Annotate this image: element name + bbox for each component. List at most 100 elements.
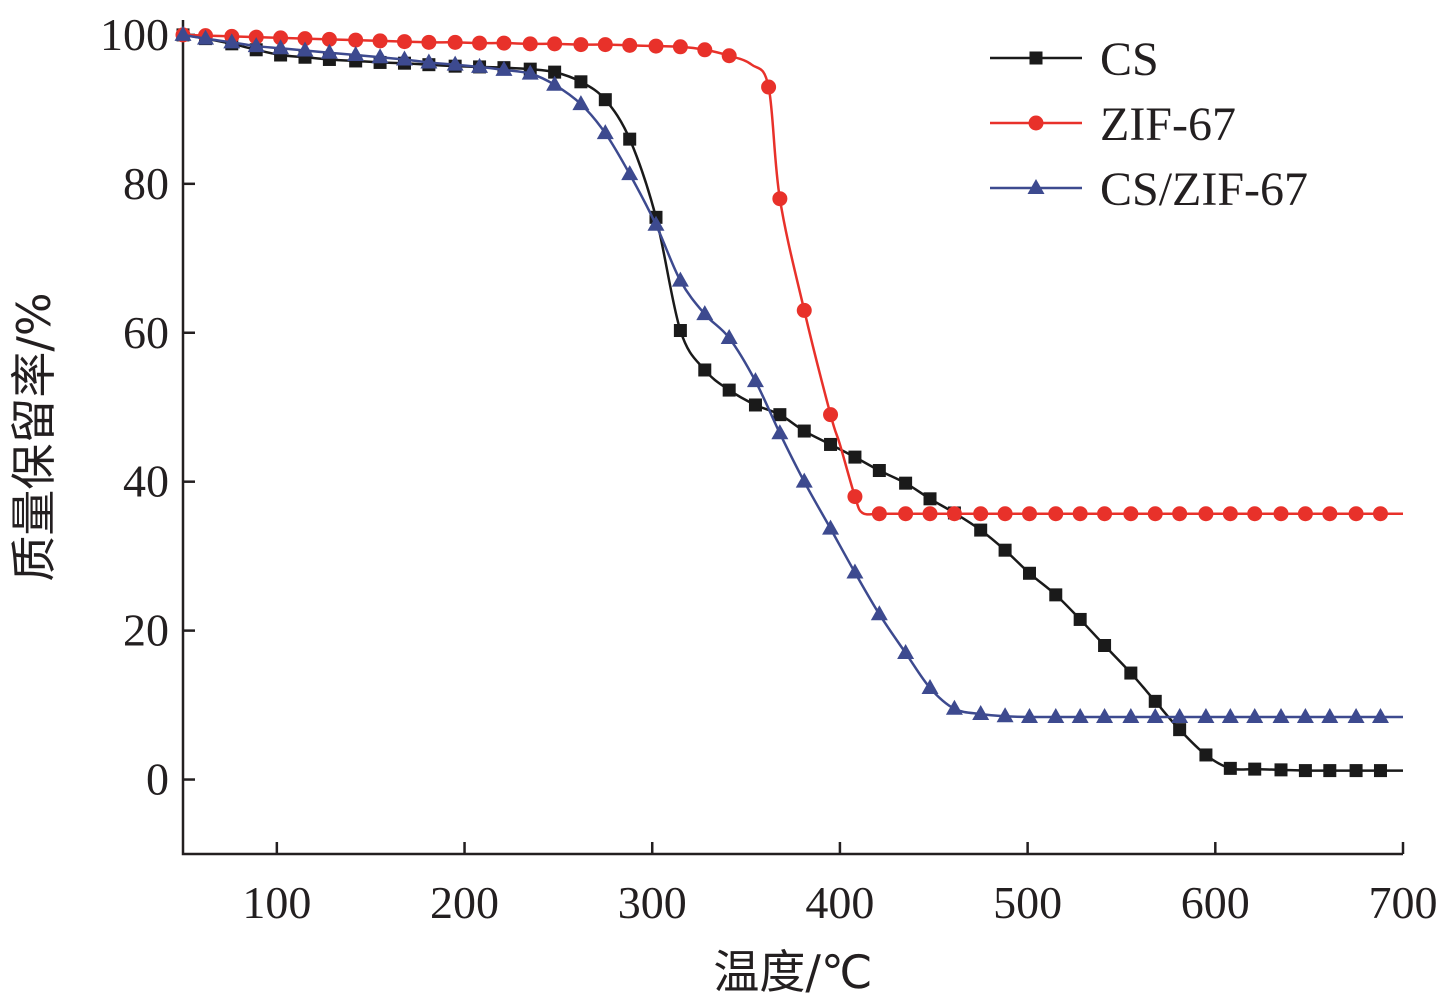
data-point-cs-zif-67 <box>420 53 438 69</box>
data-point-cs <box>748 398 762 412</box>
data-point-zif-67 <box>761 79 777 95</box>
data-point-cs-zif-67 <box>945 699 963 715</box>
data-point-cs-zif-67 <box>546 75 564 91</box>
data-point-cs-zif-67 <box>174 25 192 41</box>
data-point-cs-zif-67 <box>1321 707 1339 723</box>
data-point-cs <box>598 93 612 107</box>
data-point-cs-zif-67 <box>371 48 389 64</box>
data-point-zif-67 <box>648 38 664 54</box>
x-axis-label: 温度/℃ <box>713 945 872 999</box>
data-point-zif-67 <box>547 36 563 52</box>
legend-label: ZIF-67 <box>1100 98 1236 151</box>
data-point-zif-67 <box>1273 506 1289 522</box>
data-point-cs-zif-67 <box>1197 707 1215 723</box>
data-point-cs <box>1223 761 1237 775</box>
data-point-cs <box>1349 764 1363 778</box>
data-point-cs <box>1199 748 1213 762</box>
data-point-cs-zif-67 <box>795 472 813 488</box>
data-point-zif-67 <box>796 302 812 318</box>
x-tick-label: 400 <box>805 877 874 928</box>
data-point-cs-zif-67 <box>1272 707 1290 723</box>
data-point-cs-zif-67 <box>1371 707 1389 723</box>
data-point-zif-67 <box>847 489 863 505</box>
data-point-zif-67 <box>1222 506 1238 522</box>
legend-marker <box>1029 51 1043 65</box>
data-point-cs-zif-67 <box>521 64 539 80</box>
data-point-cs-zif-67 <box>1296 707 1314 723</box>
legend: CS ZIF-67 CS/ZIF-67 <box>990 33 1308 216</box>
data-point-cs <box>1073 612 1087 626</box>
x-tick-label: 600 <box>1181 877 1250 928</box>
data-point-cs <box>623 132 637 146</box>
data-point-cs-zif-67 <box>822 519 840 535</box>
data-point-cs <box>974 523 988 537</box>
series-layer <box>174 25 1403 778</box>
data-point-cs <box>797 424 811 438</box>
x-tick-label: 500 <box>993 877 1062 928</box>
data-point-cs-zif-67 <box>1020 707 1038 723</box>
data-point-cs-zif-67 <box>996 707 1014 723</box>
data-point-zif-67 <box>697 42 713 58</box>
x-tick-label: 300 <box>618 877 687 928</box>
data-point-zif-67 <box>922 506 938 522</box>
data-point-cs-zif-67 <box>1096 707 1114 723</box>
y-tick-label: 80 <box>123 158 169 209</box>
data-point-zif-67 <box>472 35 488 51</box>
data-point-zif-67 <box>871 506 887 522</box>
data-point-cs-zif-67 <box>223 33 241 49</box>
data-point-cs-zif-67 <box>272 39 290 55</box>
data-point-zif-67 <box>946 506 962 522</box>
data-point-cs-zif-67 <box>720 328 738 344</box>
legend-marker <box>1028 115 1044 131</box>
data-point-zif-67 <box>496 35 512 51</box>
data-point-cs <box>1298 764 1312 778</box>
data-point-zif-67 <box>396 34 412 50</box>
y-axis-label: 质量保留率/% <box>7 292 61 581</box>
data-point-zif-67 <box>622 37 638 53</box>
legend-item-cs-zif-67: CS/ZIF-67 <box>990 163 1308 216</box>
legend-label: CS <box>1100 33 1159 86</box>
legend-label: CS/ZIF-67 <box>1100 163 1308 216</box>
data-point-cs-zif-67 <box>921 678 939 694</box>
data-point-zif-67 <box>1348 506 1364 522</box>
y-tick-label: 40 <box>123 456 169 507</box>
data-point-zif-67 <box>1322 506 1338 522</box>
data-point-zif-67 <box>823 407 839 423</box>
data-point-cs-zif-67 <box>771 424 789 440</box>
data-point-cs <box>722 383 736 397</box>
data-point-cs <box>1049 588 1063 602</box>
data-point-cs-zif-67 <box>320 43 338 59</box>
data-point-cs-zif-67 <box>746 372 764 388</box>
data-point-zif-67 <box>721 48 737 64</box>
data-point-cs <box>1098 639 1112 652</box>
data-point-cs <box>574 75 588 89</box>
data-point-cs-zif-67 <box>247 37 265 53</box>
data-point-cs-zif-67 <box>395 50 413 66</box>
data-point-cs <box>872 464 886 478</box>
data-point-zif-67 <box>1123 506 1139 522</box>
series-zif-67 <box>175 27 1403 522</box>
data-point-cs <box>1173 723 1187 737</box>
series-cs-zif-67 <box>174 25 1403 723</box>
data-point-cs-zif-67 <box>1171 707 1189 723</box>
data-point-cs <box>899 476 913 490</box>
data-point-zif-67 <box>321 31 337 47</box>
data-point-zif-67 <box>973 506 989 522</box>
data-point-zif-67 <box>1172 506 1188 522</box>
data-point-cs-zif-67 <box>696 305 714 321</box>
data-point-cs-zif-67 <box>1122 707 1140 723</box>
data-point-cs-zif-67 <box>596 124 614 140</box>
data-point-zif-67 <box>997 506 1013 522</box>
x-tick-label: 200 <box>430 877 499 928</box>
plot-axes: 100 200 300 400 500 600 700 0 20 40 60 80 100 <box>100 9 1438 928</box>
data-point-cs-zif-67 <box>1347 707 1365 723</box>
data-point-zif-67 <box>297 31 313 47</box>
data-point-cs-zif-67 <box>621 165 639 181</box>
data-point-zif-67 <box>1372 506 1388 522</box>
data-point-cs-zif-67 <box>1071 707 1089 723</box>
data-point-zif-67 <box>1097 506 1113 522</box>
data-point-cs-zif-67 <box>1047 707 1065 723</box>
data-point-zif-67 <box>273 30 289 46</box>
data-point-cs <box>1022 566 1036 580</box>
